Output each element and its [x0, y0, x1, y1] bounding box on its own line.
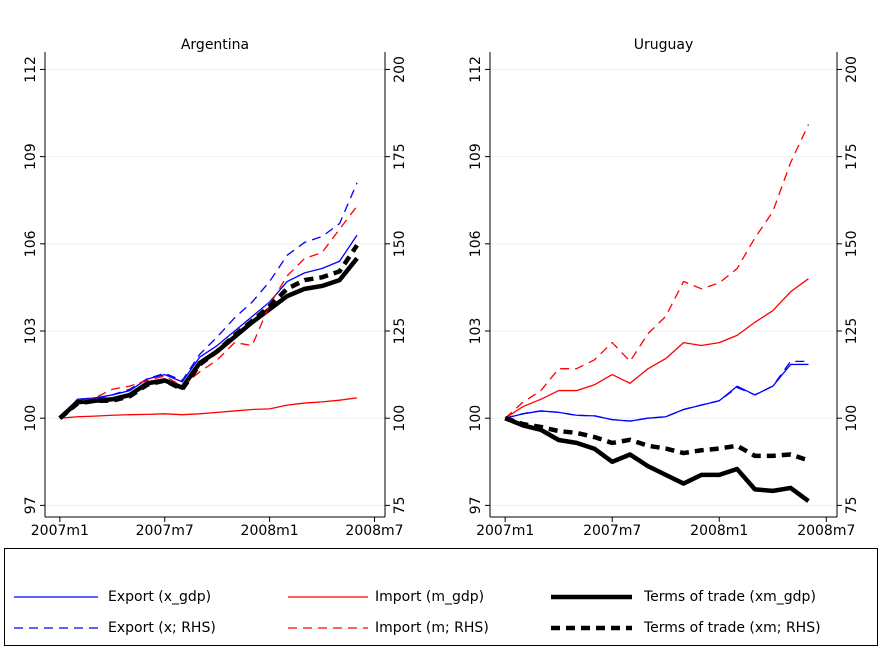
legend-label: Terms of trade (xm_gdp)	[643, 589, 816, 605]
y-tick-label: 103	[23, 318, 39, 345]
y-tick-label: 103	[468, 318, 484, 345]
series-line	[504, 124, 810, 419]
y-tick-label: 112	[468, 56, 484, 83]
series-line	[58, 243, 359, 420]
y2-tick-label: 100	[844, 405, 860, 432]
y-tick-label: 112	[23, 56, 39, 83]
y-tick-label: 97	[468, 496, 484, 514]
y2-tick-label: 175	[844, 143, 860, 170]
y2-tick-label: 75	[844, 496, 860, 514]
y2-tick-label: 200	[392, 56, 408, 83]
x-tick-label: 2007m7	[583, 523, 641, 539]
panel-title: Uruguay	[634, 37, 694, 53]
legend-label: Export (x; RHS)	[108, 620, 216, 636]
series-line	[58, 256, 359, 420]
y2-tick-label: 175	[392, 143, 408, 170]
series-line	[504, 416, 810, 503]
y2-tick-label: 100	[392, 405, 408, 432]
legend-box	[4, 548, 878, 646]
legend-label: Export (x_gdp)	[108, 589, 211, 605]
legend-label: Terms of trade (xm; RHS)	[643, 620, 821, 636]
legend-label: Import (m_gdp)	[375, 589, 484, 605]
y-tick-label: 106	[23, 230, 39, 257]
series-line	[504, 416, 810, 463]
panel-title: Argentina	[181, 37, 249, 53]
y-tick-label: 109	[23, 143, 39, 170]
series-line	[59, 234, 358, 419]
y-tick-label: 97	[23, 496, 39, 514]
y2-tick-label: 125	[392, 318, 408, 345]
y2-tick-label: 125	[844, 318, 860, 345]
y2-tick-label: 75	[392, 496, 408, 514]
series-line	[59, 205, 358, 419]
x-tick-label: 2008m1	[241, 523, 299, 539]
y2-tick-label: 150	[844, 230, 860, 257]
y-tick-label: 109	[468, 143, 484, 170]
x-tick-label: 2008m1	[690, 523, 748, 539]
x-tick-label: 2008m7	[797, 523, 855, 539]
y2-tick-label: 200	[844, 56, 860, 83]
series-line	[59, 182, 358, 419]
x-tick-label: 2007m1	[476, 523, 534, 539]
legend-label: Import (m; RHS)	[375, 620, 489, 636]
series-line	[505, 360, 809, 422]
series-line	[59, 397, 358, 419]
series-line	[504, 278, 809, 419]
y-tick-label: 100	[468, 405, 484, 432]
x-tick-label: 2008m7	[345, 523, 403, 539]
y2-tick-label: 150	[392, 230, 408, 257]
y-tick-label: 100	[23, 405, 39, 432]
x-tick-label: 2007m7	[136, 523, 194, 539]
x-tick-label: 2007m1	[31, 523, 89, 539]
y-tick-label: 106	[468, 230, 484, 257]
